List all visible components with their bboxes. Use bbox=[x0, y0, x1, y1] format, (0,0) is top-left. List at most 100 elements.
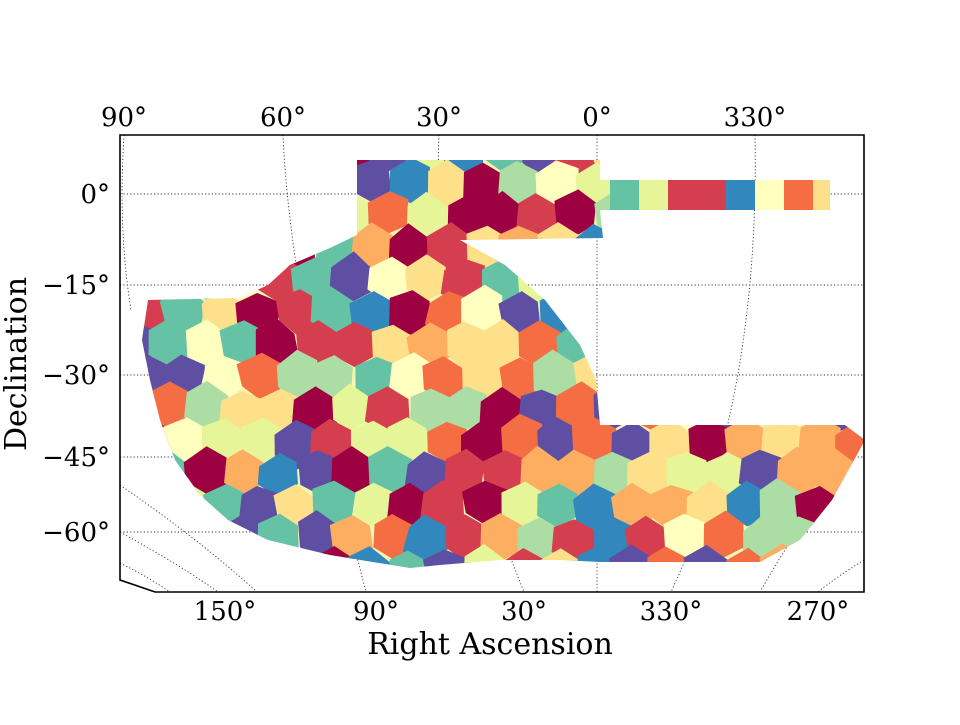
footprint-patch bbox=[611, 482, 653, 529]
bottom-ra-tick-labels: 150° 90° 30° 330° 270° bbox=[194, 597, 850, 627]
footprint-patch bbox=[632, 160, 676, 175]
footprint-patch bbox=[794, 286, 839, 333]
footprint-patch bbox=[205, 544, 248, 568]
bottom-ra-tick-label: 90° bbox=[353, 597, 399, 627]
footprint-patch bbox=[405, 254, 446, 302]
footprint-patch bbox=[142, 448, 152, 499]
footprint-patch bbox=[555, 257, 601, 306]
footprint-patch bbox=[480, 190, 525, 239]
footprint-patch bbox=[142, 516, 154, 565]
footprint-patch bbox=[815, 255, 860, 307]
footprint-patch bbox=[837, 355, 864, 401]
footprint-patch bbox=[463, 544, 505, 568]
footprint-patch bbox=[703, 510, 744, 559]
footprint-patch bbox=[426, 222, 473, 272]
footprint-patch bbox=[666, 452, 707, 497]
ra-grid-line bbox=[817, 559, 865, 593]
footprint-patch bbox=[276, 349, 318, 402]
footprint-patch bbox=[422, 549, 469, 568]
footprint-patch bbox=[347, 546, 391, 568]
footprint-patch bbox=[719, 356, 763, 404]
top-ra-tick-label: 60° bbox=[260, 103, 306, 133]
footprint-patch bbox=[389, 160, 430, 205]
x-axis-title: Right Ascension bbox=[367, 627, 613, 662]
bottom-ra-tick-label: 270° bbox=[787, 597, 850, 627]
top-ra-tick-label: 90° bbox=[101, 103, 147, 133]
footprint-patch bbox=[237, 543, 281, 568]
footprint-patch bbox=[462, 354, 505, 399]
footprint-patch bbox=[726, 480, 769, 527]
footprint-patch bbox=[833, 544, 864, 568]
footprint-patch bbox=[427, 160, 470, 209]
footprint-patch bbox=[332, 383, 373, 431]
footprint-patch bbox=[813, 318, 854, 364]
footprint-patch bbox=[420, 480, 465, 527]
bottom-ra-tick-label: 150° bbox=[194, 597, 257, 627]
footprint-patch bbox=[776, 254, 819, 302]
dec-tick-label: 0° bbox=[80, 180, 110, 210]
footprint-patch bbox=[722, 225, 768, 273]
footprint-patch bbox=[446, 386, 489, 431]
footprint-patch bbox=[410, 388, 454, 434]
footprint-patch bbox=[499, 357, 544, 400]
footprint-patch bbox=[142, 161, 173, 208]
dec-tick-labels: 0° −15° −30° −45° −60° bbox=[42, 180, 110, 548]
footprint-patch bbox=[608, 221, 652, 272]
footprint-patch bbox=[184, 160, 227, 172]
footprint-patch bbox=[331, 446, 376, 494]
footprint-patch bbox=[185, 319, 228, 367]
footprint-patch bbox=[257, 452, 298, 497]
top-ra-tick-label: 30° bbox=[416, 103, 462, 133]
footprint-patch bbox=[593, 384, 637, 430]
footprint-patch bbox=[239, 417, 285, 463]
footprint-patch bbox=[239, 222, 281, 269]
footprint-patch bbox=[554, 189, 597, 235]
footprint-patch bbox=[668, 180, 697, 210]
footprint-patch bbox=[811, 160, 857, 172]
footprint-patch bbox=[593, 451, 635, 497]
footprint-patch bbox=[610, 180, 639, 210]
footprint-patch bbox=[329, 515, 373, 561]
footprint-patch bbox=[742, 324, 785, 371]
footprint-patch bbox=[184, 516, 226, 565]
footprint-patch bbox=[649, 289, 696, 334]
dec-tick-label: −45° bbox=[42, 443, 110, 473]
footprint-patch bbox=[835, 160, 864, 209]
footprint-patch bbox=[784, 180, 813, 210]
ra-grid-line bbox=[119, 484, 258, 593]
footprint-patch bbox=[726, 547, 766, 568]
footprint-patch bbox=[389, 352, 433, 400]
footprint-patch bbox=[779, 160, 822, 178]
footprint-patch bbox=[480, 513, 524, 561]
footprint-patch bbox=[632, 255, 676, 306]
footprint-patch bbox=[755, 180, 784, 210]
footprint-patch bbox=[367, 256, 411, 305]
footprint-patch bbox=[144, 160, 187, 170]
footprint-patch bbox=[774, 320, 820, 366]
footprint-patch bbox=[665, 255, 710, 300]
footprint-patch bbox=[294, 189, 338, 242]
footprint-patch bbox=[792, 545, 837, 568]
footprint-patch bbox=[777, 516, 821, 561]
footprint-patch bbox=[406, 191, 448, 241]
footprint-patch bbox=[813, 510, 860, 560]
ra-grid-line bbox=[121, 134, 132, 311]
footprint-patch bbox=[461, 480, 508, 526]
footprint-patch bbox=[629, 321, 668, 367]
footprint-patch bbox=[368, 446, 413, 495]
footprint-patch bbox=[610, 355, 653, 406]
footprint-patch bbox=[501, 481, 545, 532]
top-ra-tick-labels: 90° 60° 30° 0° 330° bbox=[101, 103, 786, 133]
footprint-patch bbox=[142, 160, 154, 174]
footprint-patch bbox=[260, 194, 303, 243]
footprint-patch bbox=[224, 449, 266, 498]
footprint-patch bbox=[329, 251, 373, 303]
footprint-patch bbox=[758, 286, 800, 336]
footprint-patch bbox=[721, 291, 764, 339]
footprint-patch bbox=[142, 386, 152, 436]
ra-grid-line bbox=[119, 531, 219, 593]
footprint-patch bbox=[461, 284, 503, 335]
footprint-patch bbox=[700, 321, 746, 368]
footprint-patch bbox=[500, 548, 545, 568]
